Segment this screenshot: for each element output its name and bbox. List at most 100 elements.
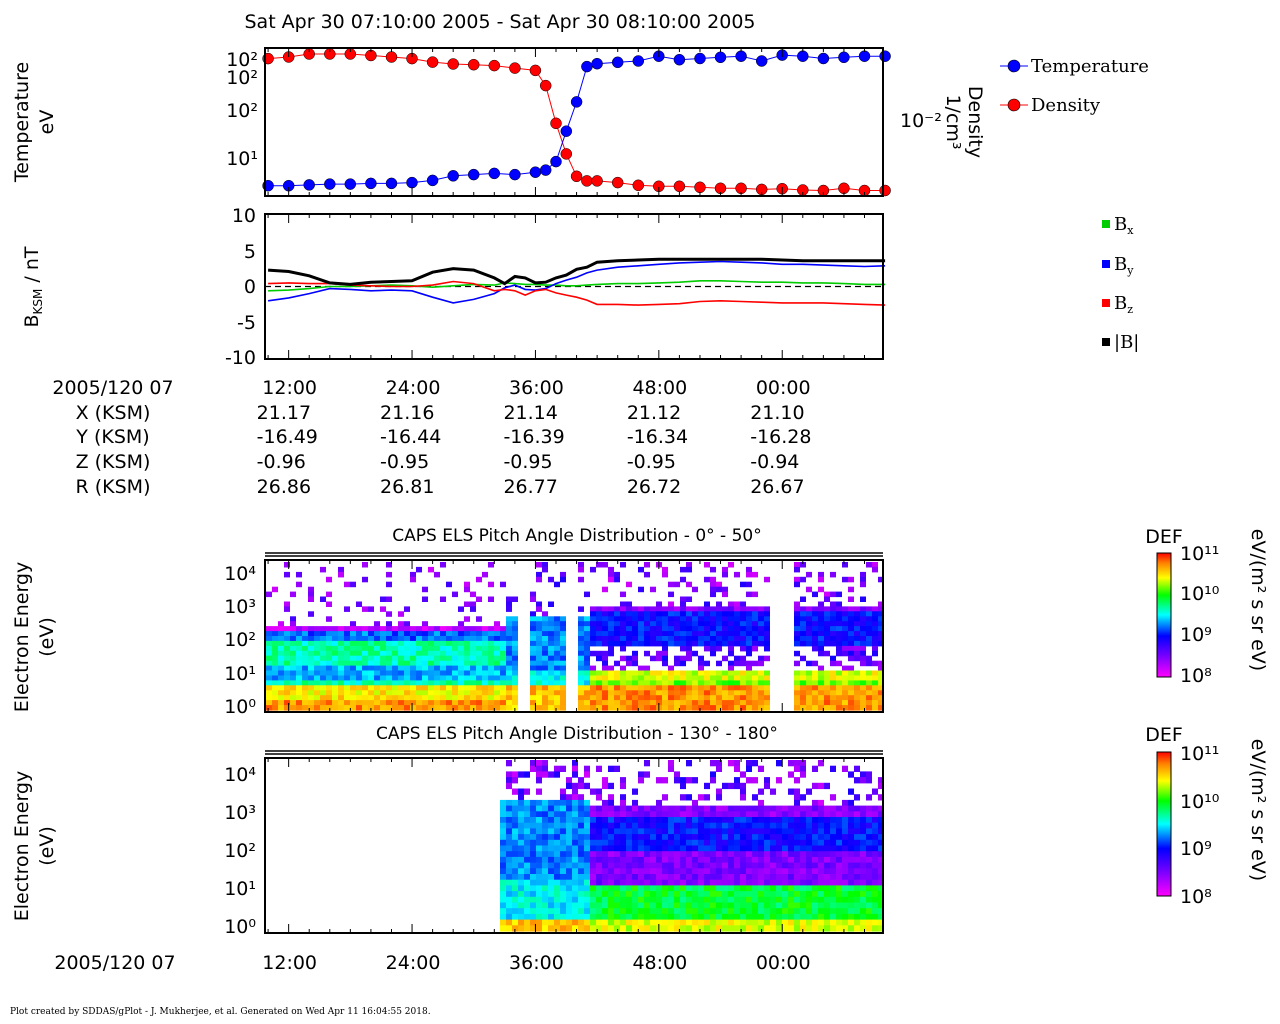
pad-low-cell	[374, 645, 380, 652]
pad-low-cell	[512, 705, 518, 711]
pad-high-cell	[758, 805, 764, 812]
pad-high-cell	[776, 760, 782, 767]
pad-low-cell	[434, 700, 440, 706]
pad-high-cell	[806, 834, 812, 841]
pad-low-cell	[842, 650, 848, 657]
pad-low-cell	[458, 705, 464, 711]
pad-low-cell	[368, 626, 374, 632]
pad-low-cell	[482, 675, 488, 681]
pad-low-cell	[266, 705, 272, 711]
pad-high-cell	[656, 919, 662, 926]
pad-low-cell	[644, 675, 650, 681]
pad-high-cell	[740, 794, 746, 801]
pad-high-cell	[740, 874, 746, 881]
pad-low-cell	[398, 631, 404, 637]
pad-high-cell	[866, 828, 872, 835]
temperature-point	[324, 178, 336, 190]
pad-low-cell	[344, 675, 350, 681]
pad-low-cell	[632, 621, 638, 627]
pad-high-cell	[830, 908, 836, 915]
pad-high-cell	[806, 817, 812, 824]
pad-high-cell	[632, 925, 638, 932]
pad-high-cell	[716, 851, 722, 858]
pad-low-cell	[584, 621, 590, 627]
ephemeris-time-tick: 00:00	[756, 377, 811, 399]
pad-low-cell	[326, 655, 332, 662]
pad-high-cell	[590, 913, 596, 921]
pad-low-cell	[434, 571, 440, 578]
pad-high-cell	[812, 925, 818, 932]
pad-low-cell	[596, 705, 602, 711]
pad-low-cell	[302, 640, 308, 647]
pad-low-cell	[428, 690, 434, 696]
pad-low-cell	[638, 640, 644, 647]
pad-high-cell	[602, 913, 608, 921]
pad-low-cell	[818, 640, 824, 647]
pad-low-cell	[824, 650, 830, 657]
pad-high-cell	[740, 913, 746, 921]
pad-low-cell	[608, 680, 614, 686]
pad-high-cell	[512, 851, 518, 858]
pad-low-cell	[482, 695, 488, 701]
pad-low-cell	[584, 640, 590, 647]
pad-high-cell	[704, 834, 710, 841]
pad-high-cell	[596, 908, 602, 915]
pad-low-cell	[320, 685, 326, 691]
pad-high-cell	[860, 896, 866, 904]
pad-high-cell	[590, 817, 596, 824]
bfield-axis-label: BKSM / nT	[21, 246, 45, 327]
pad-high-cell	[812, 822, 818, 829]
pad-high-cell	[524, 874, 530, 881]
pad-high-cell	[566, 794, 572, 801]
pad-low-cell	[536, 705, 542, 711]
pad-low-cell	[794, 562, 800, 568]
pad-low-cell	[620, 645, 626, 652]
pad-low-cell	[734, 690, 740, 696]
pad-high-cell	[764, 811, 770, 818]
pad-high-cell	[650, 879, 656, 886]
pad-low-cell	[500, 680, 506, 686]
pad-high-cell	[716, 913, 722, 921]
pad-low-cell	[548, 576, 554, 583]
pad-high-cell	[560, 845, 566, 852]
pad-low-cell	[794, 650, 800, 657]
pad-low-cell	[590, 680, 596, 686]
pad-low-cell	[362, 665, 368, 672]
pad-high-cell	[626, 828, 632, 835]
pad-low-cell	[866, 640, 872, 647]
pad-low-cell	[824, 621, 830, 627]
pad-low-cell	[584, 665, 590, 672]
pad-high-cell	[590, 822, 596, 829]
pad-high-cell	[824, 782, 830, 790]
pad-low-cell	[818, 665, 824, 672]
pad-low-cell	[662, 645, 668, 652]
pad-high-cell	[572, 902, 578, 909]
pad-low-cell	[404, 655, 410, 662]
pad-low-cell	[656, 670, 662, 676]
pad-high-cell	[740, 839, 746, 847]
pad-high-cell	[662, 879, 668, 886]
pad-high-cell	[512, 919, 518, 926]
pad-low-cell	[692, 616, 698, 622]
pad-high-cell	[698, 828, 704, 835]
pad-low-cell	[560, 631, 566, 637]
pad-high-spectrogram	[500, 760, 884, 932]
pad-low-cell	[758, 640, 764, 647]
pad-high-cell	[578, 862, 584, 869]
pad-low-cell	[848, 640, 854, 647]
pad-high-cell	[806, 851, 812, 858]
pad-low-cell	[392, 700, 398, 706]
pad-high-cell	[854, 919, 860, 926]
pad-low-cell	[764, 640, 770, 647]
pad-low-cell	[296, 680, 302, 686]
pad-low-cell	[326, 700, 332, 706]
pad-low-cell	[536, 645, 542, 652]
pad-low-cell	[650, 586, 656, 593]
pad-low-cell	[440, 700, 446, 706]
pad-low-cell	[506, 690, 512, 696]
pad-low-cell	[560, 690, 566, 696]
pad-low-cell	[470, 650, 476, 657]
pad-high-cell	[722, 782, 728, 790]
pad-low-cell	[704, 626, 710, 632]
pad-high-cell	[788, 788, 794, 795]
